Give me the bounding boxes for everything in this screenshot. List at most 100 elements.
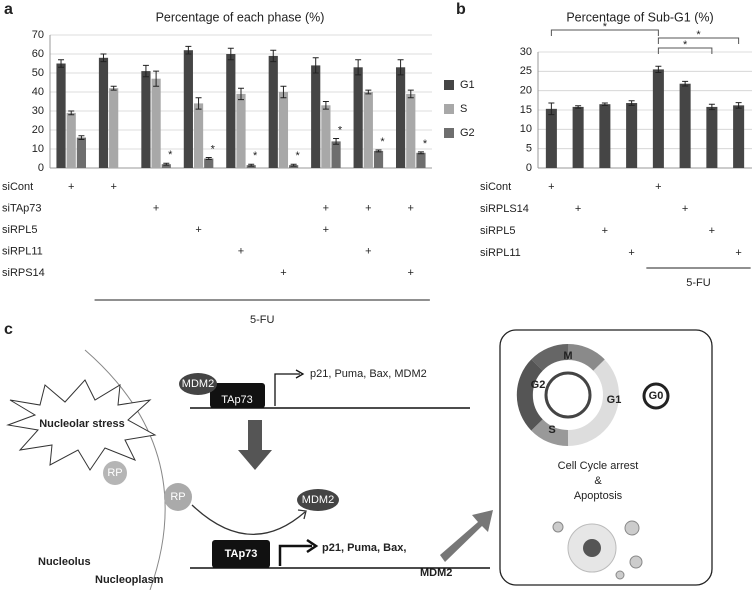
error-bar: [312, 57, 319, 74]
region-label: Nucleoplasm: [95, 574, 164, 586]
error-bar: [248, 163, 255, 167]
error-bar: [163, 162, 170, 166]
cycle-m: [567, 343, 605, 371]
error-bar: [601, 102, 608, 106]
bar: [183, 50, 193, 169]
bar: [76, 137, 87, 168]
comparison-label: *: [683, 39, 688, 51]
bar: [363, 92, 373, 168]
cycle-g2b: [516, 359, 544, 431]
error-bar: [708, 103, 715, 111]
bar: [331, 141, 341, 168]
condition-mark: +: [548, 181, 554, 193]
y-tick-label: 25: [520, 65, 532, 77]
error-bar: [333, 138, 340, 145]
error-bar: [100, 53, 107, 63]
condition-label: siRPL5: [2, 224, 37, 236]
condition-label: siCont: [2, 181, 33, 193]
condition-mark: +: [408, 267, 414, 279]
error-bar: [142, 64, 149, 78]
comparison-label: *: [696, 29, 701, 41]
rp-label: RP: [170, 491, 185, 503]
phase: S: [548, 424, 555, 436]
condition-mark: +: [365, 245, 371, 257]
error-bar: [655, 65, 662, 73]
error-bar: [417, 151, 424, 155]
error-bar: [153, 70, 160, 87]
bar: [706, 106, 718, 168]
y-tick-label: 10: [32, 143, 44, 155]
arrow-head: [295, 369, 305, 379]
phase: G2: [531, 379, 546, 391]
condition-label: siRPLS14: [480, 203, 529, 215]
significance: *: [338, 124, 343, 136]
error-bar: [205, 157, 212, 160]
significance: *: [211, 143, 216, 155]
y-tick-label: 50: [32, 67, 44, 79]
condition-label: siRPS14: [2, 267, 45, 279]
y-tick-label: 5: [526, 143, 532, 155]
error-bar: [78, 135, 85, 140]
bar: [278, 92, 289, 168]
y-tick-label: 30: [32, 105, 44, 117]
bar: [626, 103, 638, 168]
cycle-g2: [531, 343, 569, 371]
apoptotic-body: [552, 521, 564, 533]
significance: *: [423, 138, 428, 150]
error-bar: [575, 105, 582, 109]
error-bar: [682, 80, 689, 87]
stress-label: Nucleolar stress: [39, 418, 125, 430]
condition-label: siRPL5: [480, 225, 515, 237]
bar: [226, 54, 236, 168]
significance: *: [295, 150, 300, 162]
condition-mark: +: [110, 181, 116, 193]
error-bar: [110, 85, 117, 91]
tap73-label: TAp73: [221, 394, 253, 406]
mdm2-label: MDM2: [182, 378, 214, 390]
y-tick-label: 0: [38, 162, 44, 174]
error-bar: [58, 59, 65, 68]
cycle-arrow: [544, 371, 592, 419]
error-bar: [375, 149, 382, 153]
g0-loop: [642, 382, 670, 410]
nucleus-boundary: [84, 349, 166, 590]
y-tick-label: 20: [520, 85, 532, 97]
targets: MDM2: [420, 567, 452, 579]
outcome: &: [594, 475, 602, 487]
condition-mark: +: [575, 203, 581, 215]
condition-mark: +: [628, 247, 634, 259]
error-bar: [322, 101, 329, 110]
condition-mark: +: [238, 245, 244, 257]
bar: [395, 67, 406, 168]
condition-mark: +: [602, 225, 608, 237]
arrow: [278, 544, 312, 566]
targets: p21, Puma, Bax,: [322, 542, 406, 554]
legend-swatch: [444, 104, 454, 114]
cell-nucleus: [583, 539, 601, 557]
panel-label: b: [456, 1, 466, 18]
outcome: Apoptosis: [574, 490, 623, 502]
bar: [545, 108, 557, 168]
bar: [652, 69, 664, 168]
error-bar: [735, 102, 742, 109]
condition-mark: +: [709, 225, 715, 237]
error-bar: [365, 89, 372, 95]
bar: [193, 103, 204, 168]
arrow: [274, 373, 300, 406]
error-bar: [290, 163, 297, 167]
bar: [373, 150, 384, 168]
significance: *: [380, 136, 385, 148]
phase: M: [563, 350, 572, 362]
condition-label: siCont: [480, 181, 511, 193]
arrow-head: [306, 538, 319, 554]
apoptotic-body: [615, 570, 625, 580]
condition-mark: +: [408, 202, 414, 214]
significance: *: [253, 150, 258, 162]
treatment-label: 5-FU: [686, 277, 711, 289]
condition-mark: +: [280, 267, 286, 279]
outcome: Cell Cycle arrest: [558, 460, 639, 472]
apoptotic-body: [629, 555, 643, 569]
legend-swatch: [444, 80, 454, 90]
condition-mark: +: [323, 224, 329, 236]
